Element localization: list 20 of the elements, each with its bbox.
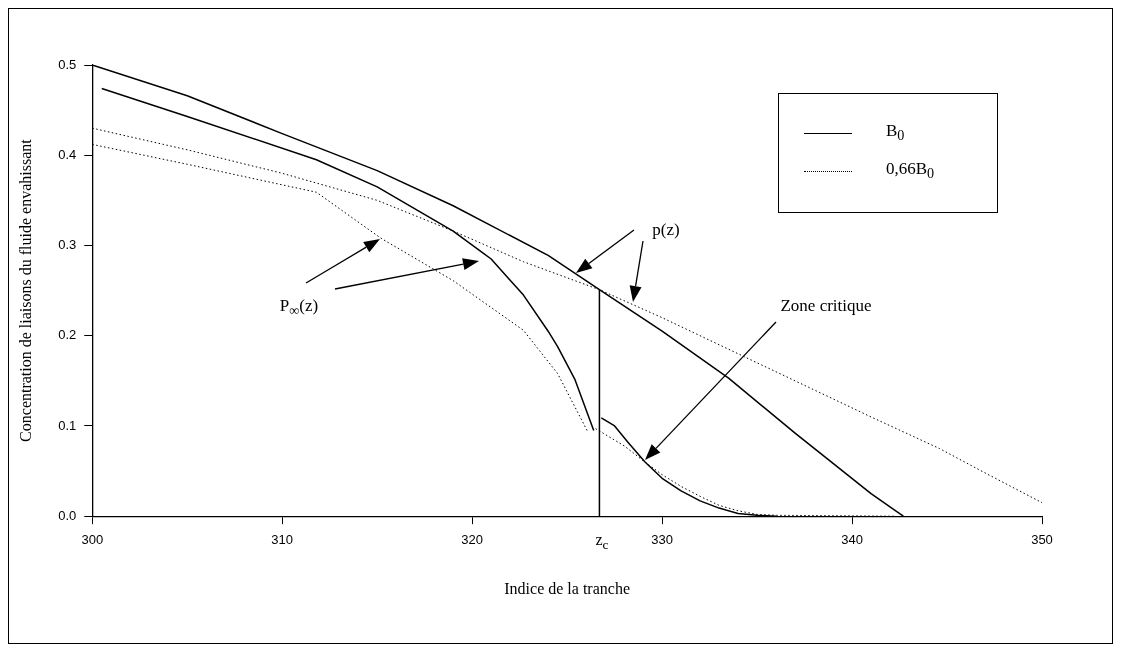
legend-label: 0,66B$_{0}$ — [886, 159, 935, 183]
y-tick-label: 0.4 — [58, 146, 77, 162]
x-tick-label: 310 — [271, 531, 294, 547]
x-tick-label: 300 — [81, 531, 104, 547]
y-tick-label: 0.3 — [58, 237, 77, 253]
annotation: P$_{∞}$(z) — [279, 295, 319, 319]
annotation: p(z) — [652, 219, 680, 239]
x-axis-title: Indice de la tranche — [504, 579, 630, 597]
x-tick-label: 320 — [461, 531, 484, 547]
x-tick-label: 350 — [1031, 531, 1053, 547]
y-tick-label: 0.2 — [58, 327, 77, 343]
annotation: Zone critique — [780, 295, 872, 315]
y-axis-title: Concentration de liaisons du fluide envahissant — [16, 138, 34, 442]
text: z$_{c}$ — [595, 531, 609, 553]
y-tick-label: 0.5 — [58, 56, 77, 72]
x-tick-label: 340 — [841, 531, 863, 547]
legend-label: B$_{0}$ — [886, 121, 905, 145]
x-tick-label: 330 — [651, 531, 673, 547]
y-tick-label: 0.0 — [58, 507, 77, 523]
y-tick-label: 0.1 — [58, 417, 77, 433]
